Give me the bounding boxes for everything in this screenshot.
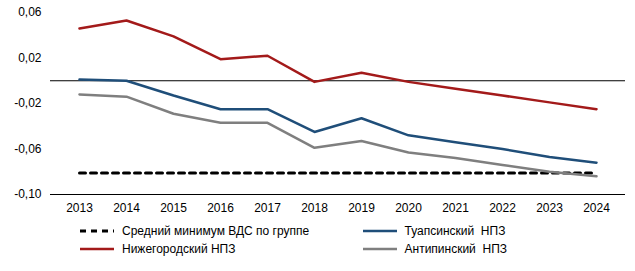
svg-text:2014: 2014	[113, 201, 140, 215]
svg-text:-0,10: -0,10	[14, 187, 42, 201]
svg-text:2017: 2017	[254, 201, 281, 215]
svg-text:0,02: 0,02	[18, 51, 42, 65]
svg-text:2015: 2015	[160, 201, 187, 215]
html-text:Туапсинский НПЗ: Туапсинский НПЗ	[404, 224, 506, 238]
svg-text:-0,02: -0,02	[14, 96, 42, 110]
svg-text:2016: 2016	[207, 201, 234, 215]
html-text:Средний минимум ВДС по группе: Средний минимум ВДС по группе	[122, 224, 310, 238]
html-text:Антипинский НПЗ: Антипинский НПЗ	[404, 242, 507, 256]
svg-text:2023: 2023	[536, 201, 563, 215]
svg-text:-0,06: -0,06	[14, 142, 42, 156]
svg-text:0,06: 0,06	[18, 5, 42, 19]
svg-text:2020: 2020	[395, 201, 422, 215]
html-text:Нижегородский НПЗ: Нижегородский НПЗ	[122, 242, 236, 256]
svg-text:2018: 2018	[301, 201, 328, 215]
svg-text:2019: 2019	[348, 201, 375, 215]
svg-text:2022: 2022	[489, 201, 516, 215]
svg-text:2021: 2021	[442, 201, 469, 215]
svg-text:2024: 2024	[583, 201, 610, 215]
svg-text:2013: 2013	[66, 201, 93, 215]
